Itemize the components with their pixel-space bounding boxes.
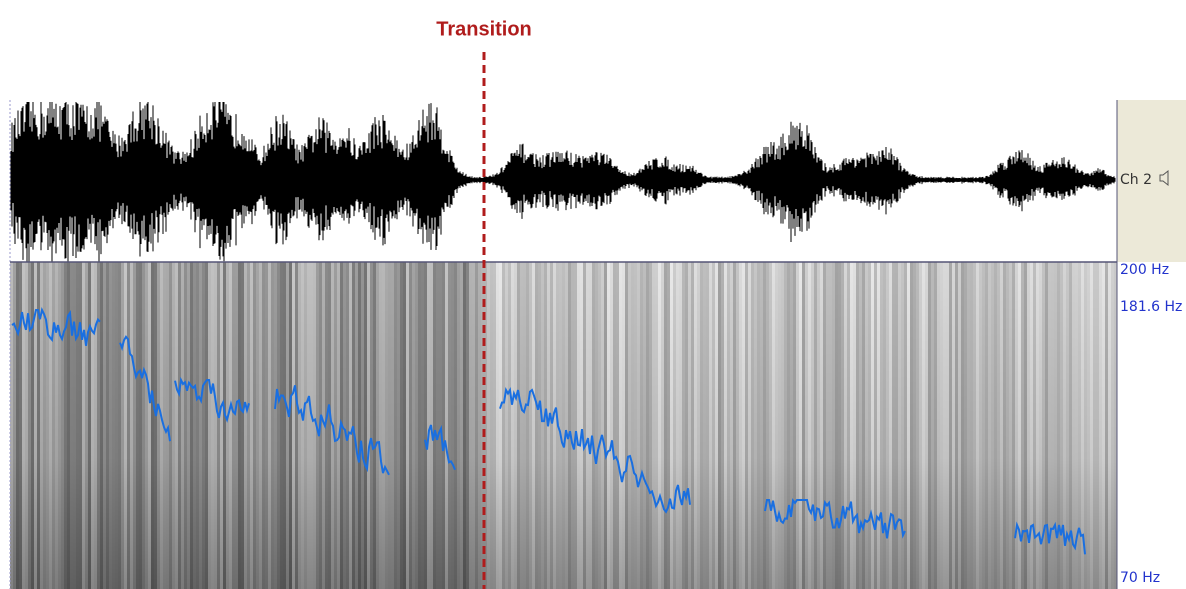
pitch-segment <box>499 386 691 514</box>
speaker-icon[interactable] <box>1159 169 1169 187</box>
waveform <box>10 102 1116 266</box>
pitch-segment <box>119 335 171 442</box>
frequency-label: 70 Hz <box>1120 570 1160 586</box>
waveform-trace <box>10 102 1116 266</box>
pitch-segment <box>764 498 906 539</box>
spectrogram-shade <box>10 262 1117 589</box>
pitch-segment <box>424 424 456 471</box>
channel-label: Ch 2 <box>1120 172 1152 188</box>
side-panel <box>1117 100 1186 262</box>
pitch-segment <box>1014 521 1086 555</box>
frequency-label: 181.6 Hz <box>1120 299 1182 315</box>
pitch-segment <box>11 307 101 346</box>
pitch-segment <box>174 376 250 423</box>
annotation: Transition <box>436 18 532 40</box>
frequency-label: 200 Hz <box>1120 262 1169 278</box>
pitch-segment <box>274 385 390 476</box>
pitch-contour <box>11 307 1086 555</box>
